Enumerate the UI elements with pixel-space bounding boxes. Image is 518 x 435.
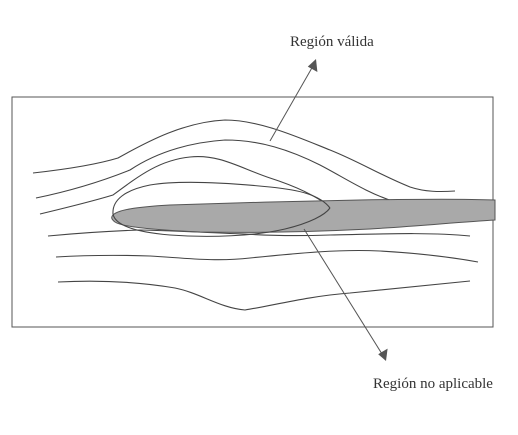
non-applicable-region-shape [111, 198, 496, 233]
valid-region-loop [112, 181, 331, 237]
streamline-5 [55, 249, 479, 263]
valid-region-pointer [269, 65, 314, 142]
streamline-1 [32, 119, 456, 193]
non-applicable-label: Región no aplicable [373, 376, 493, 392]
non-applicable-pointer [303, 228, 383, 355]
streamline-6 [57, 280, 471, 311]
valid-region-label: Región válida [290, 34, 374, 50]
valid-region-arrowhead [307, 59, 318, 72]
non-applicable-arrowhead [378, 348, 388, 361]
streamline-4 [47, 229, 471, 237]
